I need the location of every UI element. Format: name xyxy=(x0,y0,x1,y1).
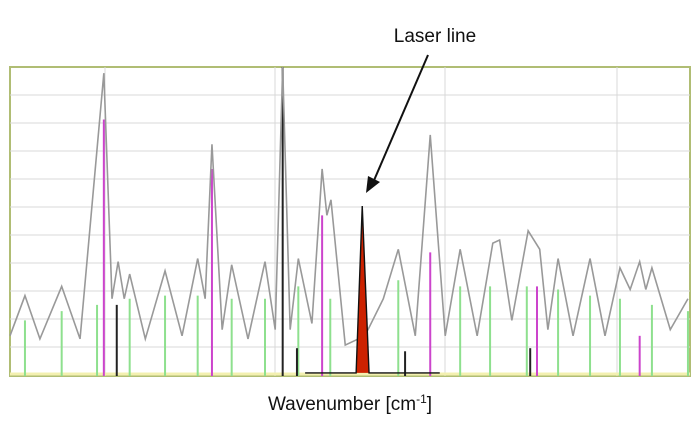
envelope-line xyxy=(9,66,689,347)
arrow xyxy=(371,54,429,186)
x-label-sup: -1 xyxy=(416,392,427,406)
x-label-text: Wavenumber [cm xyxy=(268,394,416,415)
arrow-head xyxy=(366,176,380,193)
x-axis-label: Wavenumber [cm-1] xyxy=(268,392,432,415)
laser-line xyxy=(305,206,440,374)
plot-frame xyxy=(9,66,691,377)
x-label-end: ] xyxy=(427,394,432,415)
annotation: Laser line xyxy=(394,26,476,47)
